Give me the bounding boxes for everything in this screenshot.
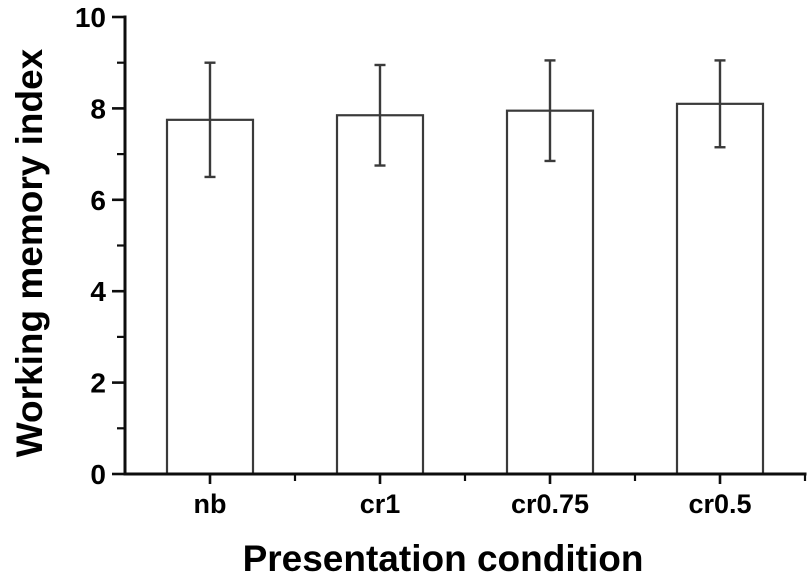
y-tick-label: 8 xyxy=(90,93,106,124)
bar-cr1 xyxy=(335,114,425,476)
bar-cr0.5 xyxy=(675,102,765,476)
x-tick-label: cr0.5 xyxy=(688,489,751,519)
y-tick-label: 6 xyxy=(90,185,106,216)
y-tick-label: 4 xyxy=(90,276,106,307)
x-tick-label: cr0.75 xyxy=(511,489,589,519)
y-axis-title: Working memory index xyxy=(9,48,50,458)
y-tick-label: 0 xyxy=(90,459,106,490)
x-tick-label: nb xyxy=(194,489,227,519)
bar-nb xyxy=(165,118,255,476)
bar-cr0.75 xyxy=(505,109,595,476)
y-tick-label: 2 xyxy=(90,368,106,399)
error-bar-cr0.5 xyxy=(714,59,726,149)
x-axis-title: Presentation condition xyxy=(242,538,644,579)
y-tick-label: 10 xyxy=(75,2,106,33)
x-tick-label: cr1 xyxy=(360,489,401,519)
error-bar-nb xyxy=(204,61,216,179)
error-bar-cr0.75 xyxy=(544,59,556,163)
error-bar-cr1 xyxy=(374,63,386,167)
